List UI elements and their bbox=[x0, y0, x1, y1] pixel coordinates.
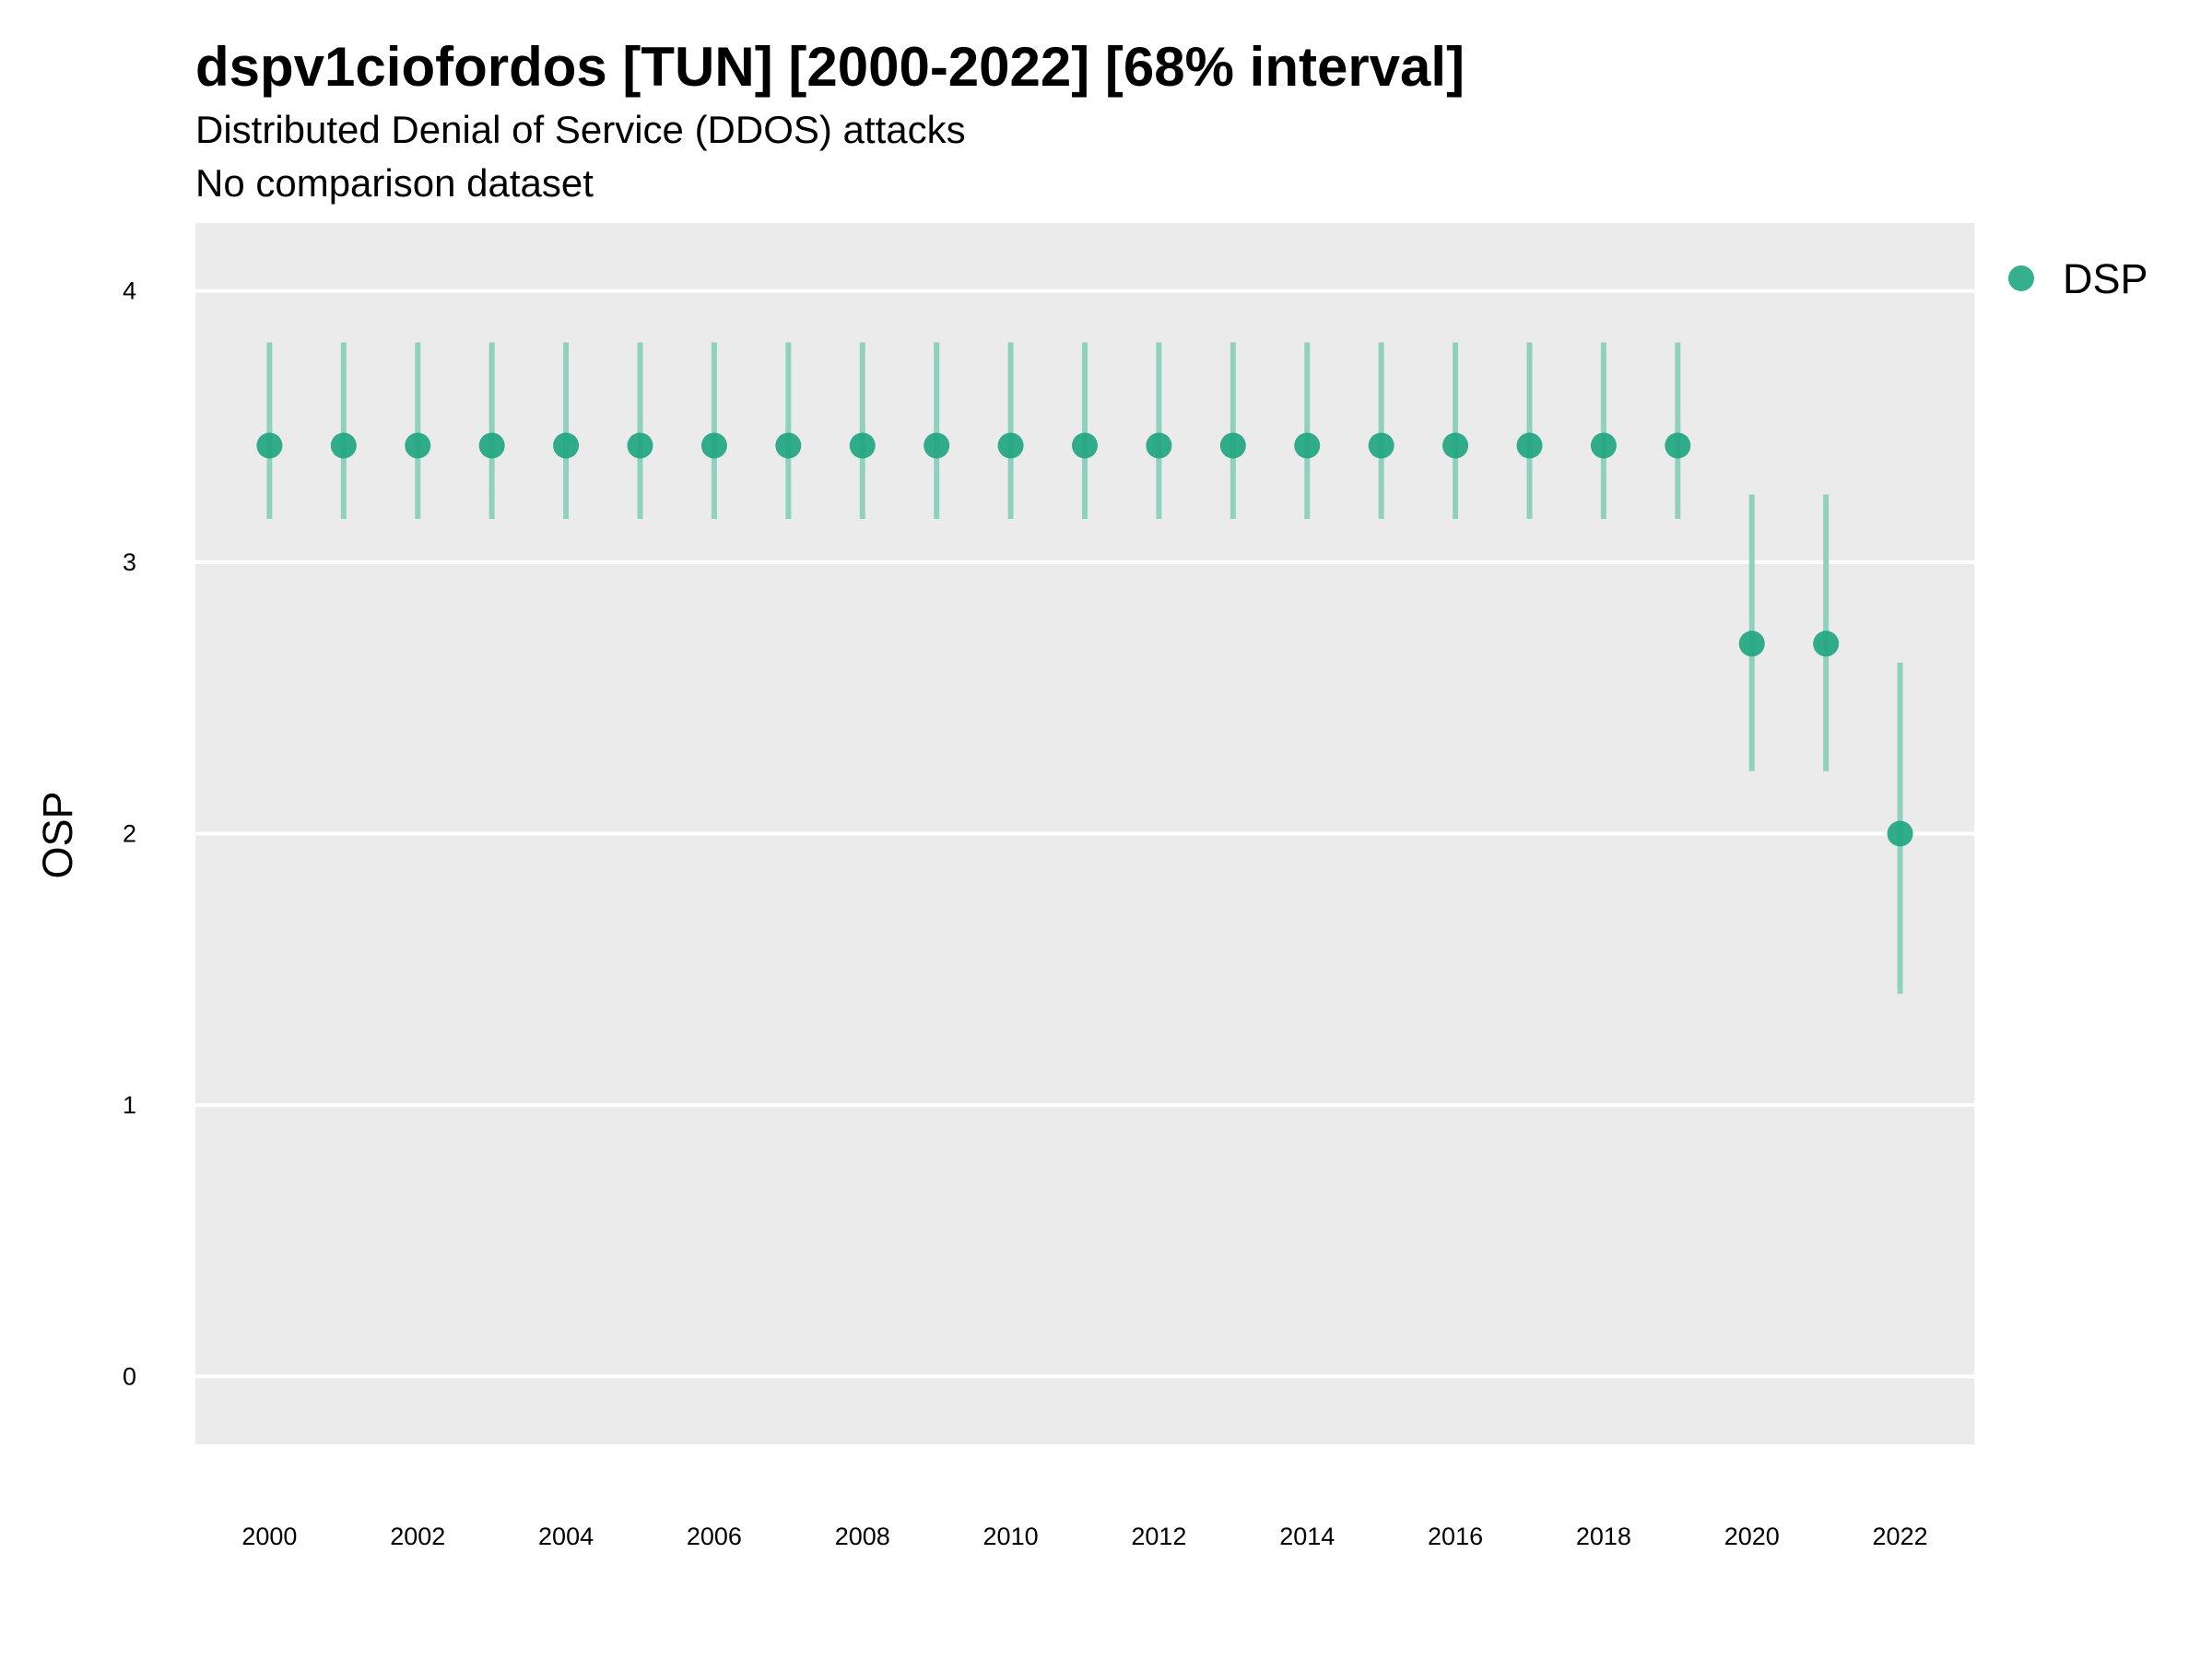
legend-marker-dsp bbox=[2008, 265, 2034, 291]
x-tick-label-2006: 2006 bbox=[687, 1523, 742, 1550]
grid-lines bbox=[195, 288, 1974, 1379]
point-dsp-2000 bbox=[256, 432, 283, 459]
x-tick-label-2008: 2008 bbox=[835, 1523, 890, 1550]
x-tick-label-2012: 2012 bbox=[1131, 1523, 1186, 1550]
x-tick-label-2014: 2014 bbox=[1279, 1523, 1335, 1550]
legend-label-dsp: DSP bbox=[2063, 255, 2148, 302]
point-dsp-2021 bbox=[1813, 630, 1840, 657]
point-dsp-2017 bbox=[1516, 432, 1543, 459]
y-tick-label-3: 3 bbox=[123, 548, 136, 576]
point-dsp-2022 bbox=[1887, 820, 1913, 847]
chart-title: dspv1ciofordos [TUN] [2000-2022] [68% in… bbox=[195, 36, 1465, 98]
x-tick-label-2022: 2022 bbox=[1873, 1523, 1928, 1550]
y-tick-label-1: 1 bbox=[123, 1091, 136, 1119]
point-dsp-2002 bbox=[405, 432, 431, 459]
point-dsp-2001 bbox=[330, 432, 357, 459]
x-tick-label-2018: 2018 bbox=[1576, 1523, 1631, 1550]
point-dsp-2004 bbox=[553, 432, 580, 459]
chart-subtitle-2: No comparison dataset bbox=[195, 161, 594, 205]
point-dsp-2012 bbox=[1146, 432, 1172, 459]
point-dsp-2011 bbox=[1072, 432, 1098, 459]
point-dsp-2015 bbox=[1368, 432, 1394, 459]
x-tick-label-2020: 2020 bbox=[1724, 1523, 1780, 1550]
point-dsp-2014 bbox=[1294, 432, 1321, 459]
y-axis-ticks: 0 1 2 3 4 bbox=[123, 277, 136, 1391]
y-tick-label-2: 2 bbox=[123, 820, 136, 848]
point-dsp-2006 bbox=[700, 432, 727, 459]
point-dsp-2018 bbox=[1590, 432, 1617, 459]
point-dsp-2003 bbox=[478, 432, 505, 459]
point-dsp-2005 bbox=[627, 432, 653, 459]
point-dsp-2010 bbox=[997, 432, 1024, 459]
x-tick-label-2002: 2002 bbox=[390, 1523, 445, 1550]
data-points bbox=[256, 432, 1913, 847]
x-tick-label-2016: 2016 bbox=[1428, 1523, 1483, 1550]
x-tick-label-2000: 2000 bbox=[241, 1523, 297, 1550]
legend: DSP bbox=[2008, 255, 2148, 302]
x-axis-ticks: 2000 2002 2004 2006 2008 2010 2012 2014 2016 2018… bbox=[241, 1523, 1927, 1550]
y-tick-label-4: 4 bbox=[123, 277, 136, 305]
point-dsp-2013 bbox=[1219, 432, 1246, 459]
y-axis-label: OSP bbox=[34, 791, 81, 878]
point-dsp-2016 bbox=[1442, 432, 1469, 459]
point-dsp-2007 bbox=[775, 432, 802, 459]
point-dsp-2020 bbox=[1738, 630, 1765, 657]
chart-subtitle: Distributed Denial of Service (DDOS) att… bbox=[195, 108, 966, 151]
point-dsp-2009 bbox=[924, 432, 950, 459]
point-dsp-2008 bbox=[849, 432, 876, 459]
point-dsp-2019 bbox=[1665, 432, 1691, 459]
x-tick-label-2010: 2010 bbox=[983, 1523, 1039, 1550]
x-tick-label-2004: 2004 bbox=[538, 1523, 594, 1550]
y-tick-label-0: 0 bbox=[123, 1362, 136, 1390]
